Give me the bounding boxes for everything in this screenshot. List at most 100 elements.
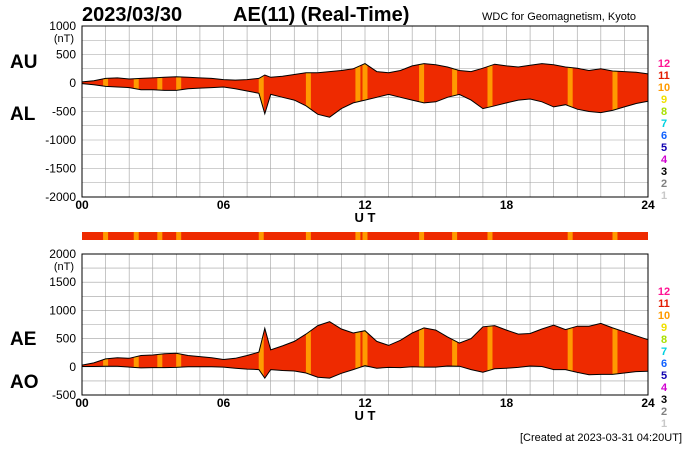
lower-station-band [487,321,493,379]
lower-ytick-label: 1500 [49,275,76,289]
station-bar-band [305,232,311,240]
lower-legend-item-5: 5 [661,370,667,382]
lower-station-band [452,321,458,379]
lower-station-band [362,321,368,379]
lower-ao-line [82,365,649,379]
upper-legend-item-5: 5 [661,142,667,154]
upper-ytick-label: 1000 [49,19,76,33]
lower-legend-item-2: 2 [661,406,667,418]
lower-xtick-label: 12 [358,396,372,410]
upper-xaxis-label: U T [355,210,376,225]
station-bar-band [157,232,163,240]
data-source: WDC for Geomagnetism, Kyoto [482,11,637,23]
lower-legend-item-11: 11 [658,298,670,310]
lower-xtick-label: 00 [75,396,89,410]
lower-xaxis-label: U T [355,408,376,423]
upper-station-band [305,63,311,118]
upper-legend-item-10: 10 [658,82,670,94]
lower-ytick-label: 0 [69,360,76,374]
lower-station-band [355,321,361,379]
chart-title: AE(11) (Real-Time) [233,4,410,26]
lower-ae-line [81,321,649,366]
station-bar-band [567,232,573,240]
station-bar-band [133,232,139,240]
upper-station-band [258,63,264,118]
lower-station-band [612,321,618,379]
upper-xtick-label: 06 [217,198,231,212]
upper-legend-item-6: 6 [661,130,667,142]
station-bar-band [419,232,425,240]
lower-legend-item-1: 1 [661,418,667,430]
station-bar-band [487,232,493,240]
lower-legend-item-8: 8 [661,334,667,346]
upper-station-band [362,63,368,118]
ao-label: AO [10,372,39,393]
station-bar-band [452,232,458,240]
lower-station-band [419,321,425,379]
upper-xtick-label: 00 [75,198,89,212]
au-label: AU [10,52,38,73]
upper-legend-item-4: 4 [661,154,668,166]
upper-station-band [452,63,458,118]
upper-xtick-label: 24 [641,198,655,212]
upper-legend-item-7: 7 [661,118,667,130]
upper-ytick-label: -2000 [45,190,76,204]
upper-xtick-label: 18 [500,198,514,212]
upper-legend-item-3: 3 [661,166,667,178]
station-bar-band [612,232,618,240]
lower-ytick-label: 500 [56,332,76,346]
lower-legend-item-4: 4 [661,382,668,394]
upper-frame [81,25,649,198]
upper-legend-item-9: 9 [661,94,667,106]
upper-legend-item-12: 12 [658,58,670,70]
lower-xtick-label: 24 [641,396,655,410]
upper-legend-item-8: 8 [661,106,667,118]
station-bar-band [355,232,361,240]
upper-xtick-label: 12 [358,198,372,212]
created-timestamp: [Created at 2023-03-31 04:20UT] [519,432,682,444]
station-bar-band [103,232,109,240]
lower-station-band [258,321,264,379]
lower-xtick-label: 06 [217,396,231,410]
lower-ytick-label: 1000 [49,303,76,317]
lower-legend-item-10: 10 [658,310,670,322]
station-bar-band [258,232,264,240]
upper-ytick-label: 0 [69,76,76,90]
lower-legend-item-12: 12 [658,286,670,298]
upper-au-line [81,63,649,83]
upper-station-band [567,63,573,118]
lower-legend-item-6: 6 [661,358,667,370]
upper-unit-label: (nT) [54,33,74,45]
upper-station-band [612,63,618,118]
upper-legend-item-1: 1 [661,190,667,202]
chart-date: 2023/03/30 [82,4,183,26]
upper-station-band [487,63,493,118]
upper-ytick-label: 500 [56,48,76,62]
upper-ytick-label: -500 [52,105,76,119]
lower-unit-label: (nT) [54,261,74,273]
upper-al-line [81,83,649,118]
lower-station-band [567,321,573,379]
lower-legend-item-7: 7 [661,346,667,358]
lower-legend-item-9: 9 [661,322,667,334]
upper-station-band [355,63,361,118]
upper-station-band [419,63,425,118]
upper-ytick-label: -1500 [45,162,76,176]
upper-ytick-label: -1000 [45,133,76,147]
lower-ytick-label: 2000 [49,247,76,261]
upper-legend-item-2: 2 [661,178,667,190]
station-count-bar [82,232,648,240]
lower-xtick-label: 18 [500,396,514,410]
lower-legend-item-3: 3 [661,394,667,406]
al-label: AL [10,104,36,125]
lower-ytick-label: -500 [52,388,76,402]
lower-frame [81,253,649,396]
ae-label: AE [10,329,37,350]
lower-station-band [305,321,311,379]
station-bar-band [176,232,182,240]
station-bar-band [362,232,368,240]
upper-legend-item-11: 11 [658,70,670,82]
